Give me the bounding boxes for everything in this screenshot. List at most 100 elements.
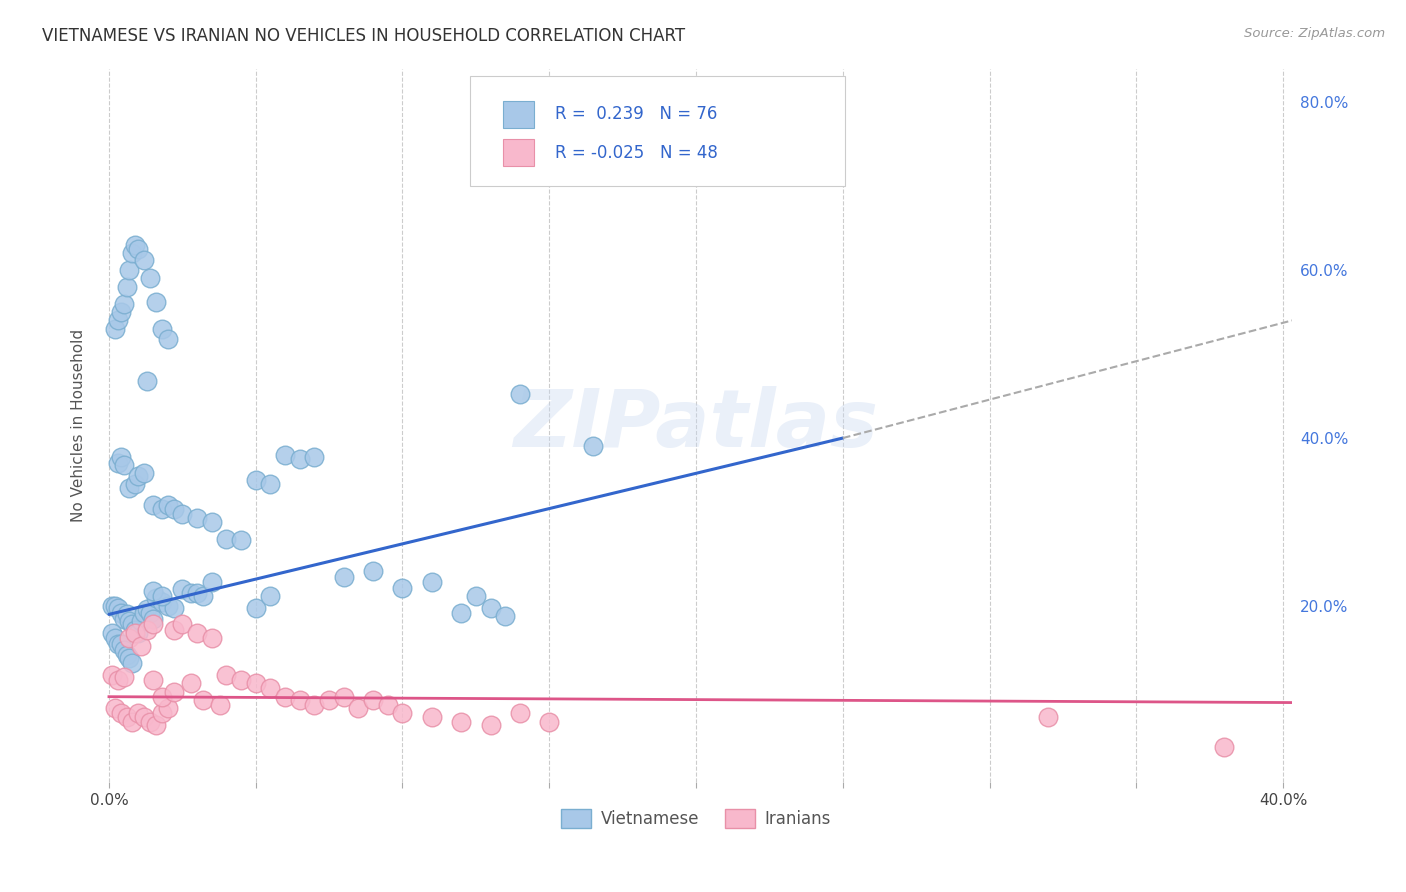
Point <box>420 710 443 724</box>
Point <box>110 706 132 721</box>
Point <box>136 623 159 637</box>
Point <box>479 600 502 615</box>
Point <box>115 710 138 724</box>
Point <box>479 718 502 732</box>
Point <box>139 714 162 729</box>
Point <box>121 714 143 729</box>
Point <box>129 640 152 654</box>
Point <box>509 387 531 401</box>
Text: R = -0.025   N = 48: R = -0.025 N = 48 <box>555 144 718 161</box>
Point <box>1038 710 1060 724</box>
Point <box>304 698 326 712</box>
Point <box>509 706 531 721</box>
Point <box>582 439 605 453</box>
Point <box>201 575 224 590</box>
Point <box>186 625 208 640</box>
Point <box>142 673 165 687</box>
Point <box>156 599 179 613</box>
Point <box>245 473 267 487</box>
Point <box>391 581 413 595</box>
Bar <box>503 139 534 166</box>
Point <box>127 706 149 721</box>
Point <box>150 502 173 516</box>
Point <box>107 600 129 615</box>
Point <box>150 690 173 704</box>
Point <box>121 656 143 670</box>
Point <box>245 676 267 690</box>
Point <box>172 507 194 521</box>
Point <box>180 586 202 600</box>
Point <box>318 693 340 707</box>
Point <box>191 589 214 603</box>
Point <box>333 569 356 583</box>
Point <box>104 701 127 715</box>
Point <box>107 673 129 687</box>
Point <box>107 637 129 651</box>
Point <box>110 637 132 651</box>
Point <box>124 625 146 640</box>
Point <box>361 693 384 707</box>
Point <box>127 242 149 256</box>
Point <box>172 582 194 597</box>
Point <box>121 246 143 260</box>
Point <box>101 625 124 640</box>
Point <box>201 631 224 645</box>
Point <box>347 701 370 715</box>
Point <box>104 631 127 645</box>
Point <box>134 710 156 724</box>
Point <box>420 575 443 590</box>
Point <box>134 606 156 620</box>
Point <box>274 448 297 462</box>
Point <box>229 673 252 687</box>
Point <box>118 631 141 645</box>
Point <box>494 609 516 624</box>
Point <box>129 614 152 628</box>
Point <box>245 600 267 615</box>
Point <box>145 591 167 605</box>
Text: VIETNAMESE VS IRANIAN NO VEHICLES IN HOUSEHOLD CORRELATION CHART: VIETNAMESE VS IRANIAN NO VEHICLES IN HOU… <box>42 27 685 45</box>
Point <box>145 718 167 732</box>
Point <box>209 698 232 712</box>
Point <box>186 586 208 600</box>
Point <box>156 701 179 715</box>
Point <box>118 482 141 496</box>
Point <box>450 606 472 620</box>
Point <box>124 477 146 491</box>
Y-axis label: No Vehicles in Household: No Vehicles in Household <box>72 329 86 522</box>
Point <box>134 467 156 481</box>
Point <box>162 600 184 615</box>
Point <box>150 595 173 609</box>
Point <box>464 589 486 603</box>
Point <box>259 589 281 603</box>
Text: ZIPatlas: ZIPatlas <box>513 386 879 465</box>
Point <box>112 296 135 310</box>
Point <box>115 607 138 622</box>
Point <box>115 648 138 662</box>
Point <box>142 617 165 632</box>
Point <box>150 589 173 603</box>
Point <box>142 611 165 625</box>
Point <box>115 280 138 294</box>
Text: Source: ZipAtlas.com: Source: ZipAtlas.com <box>1244 27 1385 40</box>
Point <box>107 313 129 327</box>
Point <box>156 332 179 346</box>
Point <box>333 690 356 704</box>
Point <box>186 511 208 525</box>
Point <box>150 322 173 336</box>
Point <box>127 625 149 640</box>
Point <box>110 606 132 620</box>
Point <box>136 374 159 388</box>
Point <box>118 614 141 628</box>
Point <box>450 714 472 729</box>
Point <box>139 271 162 285</box>
Point <box>145 295 167 310</box>
Point <box>139 606 162 620</box>
Point <box>259 477 281 491</box>
Point <box>110 450 132 464</box>
Point <box>127 468 149 483</box>
Point <box>107 456 129 470</box>
Point <box>259 681 281 696</box>
Point <box>361 564 384 578</box>
Point <box>538 714 561 729</box>
Point <box>101 668 124 682</box>
